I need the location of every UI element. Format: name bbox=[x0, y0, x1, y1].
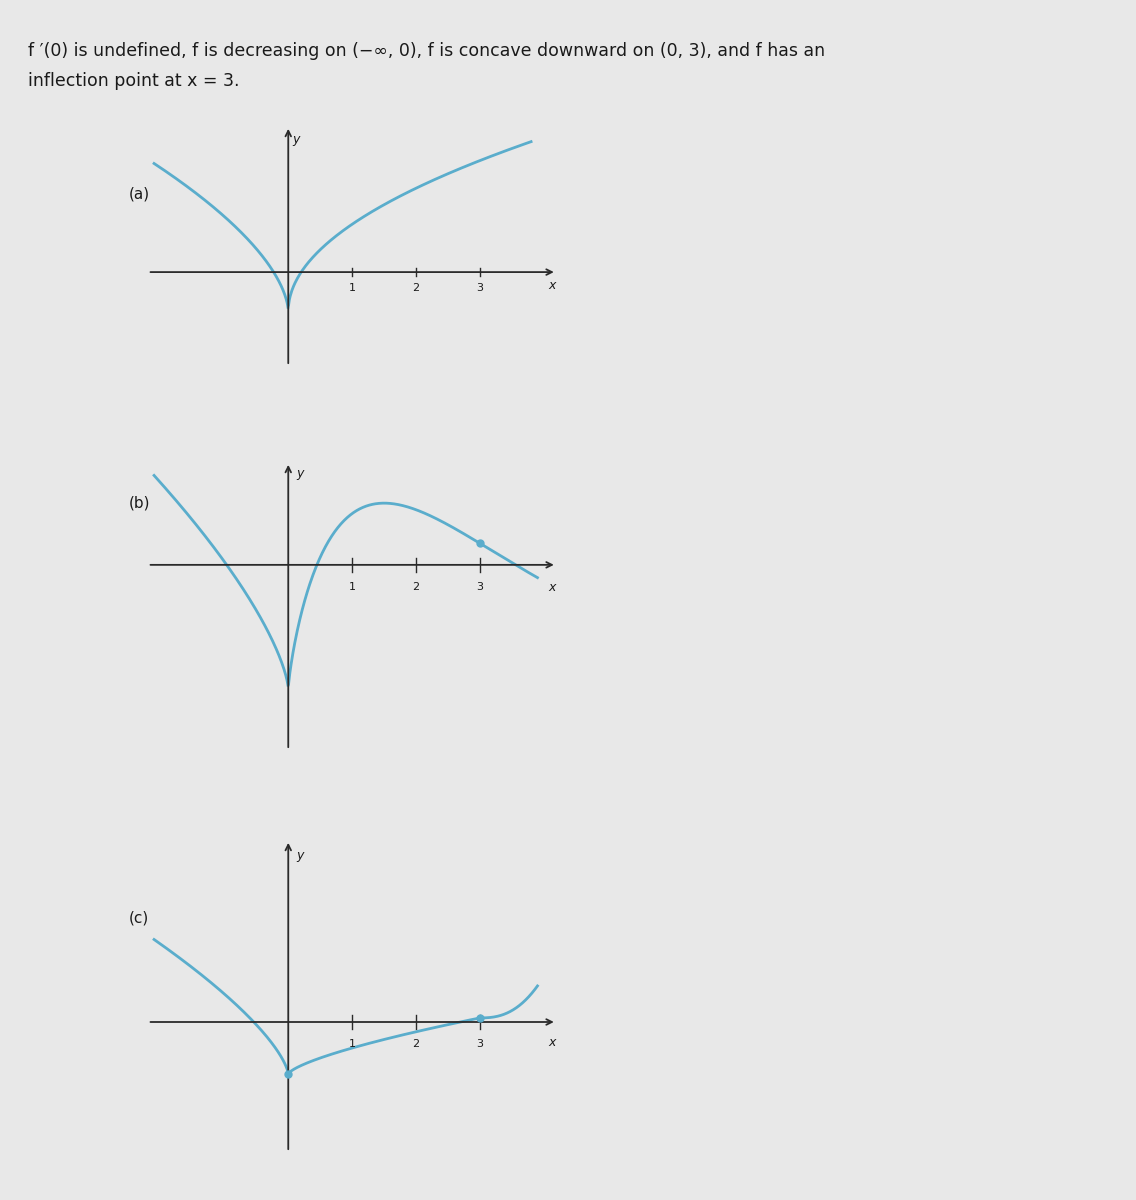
Text: 2: 2 bbox=[412, 282, 419, 293]
Text: 3: 3 bbox=[476, 282, 484, 293]
Text: (b): (b) bbox=[128, 496, 150, 511]
Text: y: y bbox=[296, 467, 303, 480]
Text: x: x bbox=[549, 1037, 556, 1049]
Text: x: x bbox=[549, 278, 556, 292]
Text: 1: 1 bbox=[349, 582, 356, 593]
Text: (a): (a) bbox=[128, 186, 150, 202]
Text: 1: 1 bbox=[349, 1039, 356, 1049]
Text: f ′(0) is undefined, f is decreasing on (−∞, 0), f is concave downward on (0, 3): f ′(0) is undefined, f is decreasing on … bbox=[28, 42, 826, 60]
Text: y: y bbox=[296, 850, 303, 862]
Text: y: y bbox=[292, 133, 300, 146]
Text: 2: 2 bbox=[412, 1039, 419, 1049]
Text: inflection point at x = 3.: inflection point at x = 3. bbox=[28, 72, 240, 90]
Text: 1: 1 bbox=[349, 282, 356, 293]
Text: 2: 2 bbox=[412, 582, 419, 593]
Text: 3: 3 bbox=[476, 582, 484, 593]
Text: x: x bbox=[549, 581, 556, 594]
Text: (c): (c) bbox=[128, 911, 149, 925]
Text: 3: 3 bbox=[476, 1039, 484, 1049]
